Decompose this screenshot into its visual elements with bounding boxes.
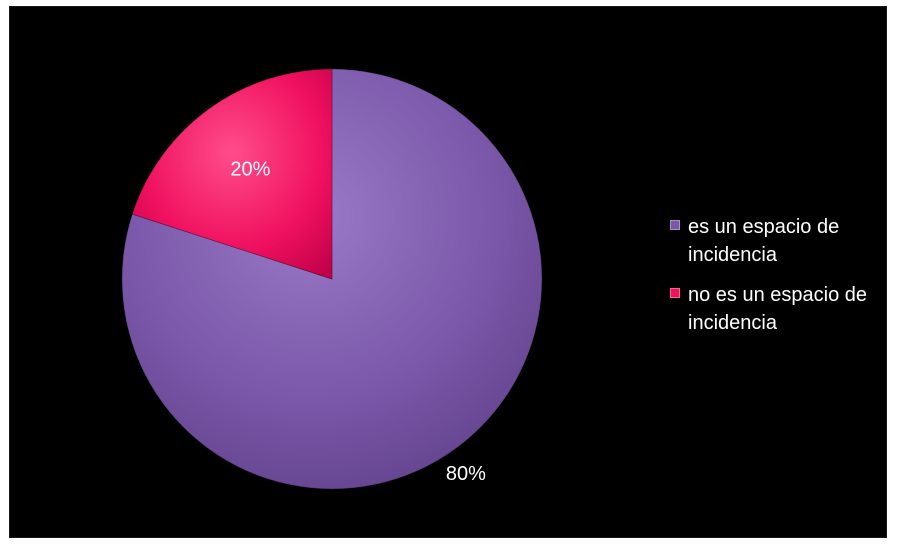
legend-item-2: no es un espacio de incidencia <box>670 281 885 337</box>
pie-slice-2 <box>131 68 333 280</box>
legend-label: no es un espacio de incidencia <box>688 284 868 334</box>
pie-slice-1 <box>121 68 543 490</box>
legend-swatch-icon <box>670 220 680 230</box>
data-label-2: 20% <box>230 159 270 181</box>
legend-swatch-icon <box>670 288 680 298</box>
chart-area: 80% 20% es un espacio de incidencia no es … <box>9 6 887 538</box>
pie-chart: 80% 20% <box>121 68 543 490</box>
data-label-1: 80% <box>446 463 486 485</box>
legend: es un espacio de incidencia no es un espa… <box>670 213 885 349</box>
legend-item-1: es un espacio de incidencia <box>670 213 885 269</box>
legend-label: es un espacio de incidencia <box>688 216 840 266</box>
